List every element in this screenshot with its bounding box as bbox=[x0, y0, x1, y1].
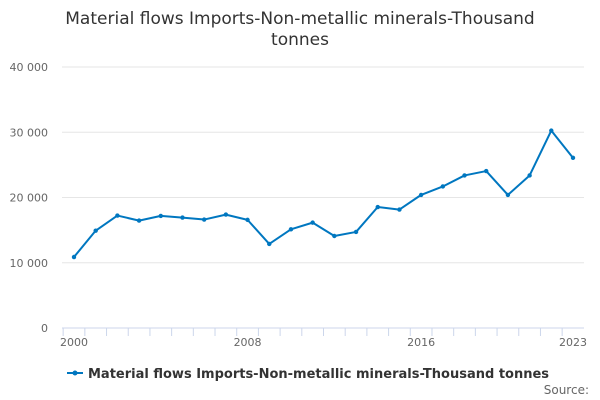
data-point-2006[interactable] bbox=[201, 217, 207, 222]
data-point-2018[interactable] bbox=[462, 173, 467, 178]
data-point-2012[interactable] bbox=[332, 233, 337, 239]
data-point-2016[interactable] bbox=[418, 192, 424, 198]
data-point-2005[interactable] bbox=[180, 215, 185, 220]
y-tick-label: 30 000 bbox=[10, 126, 49, 139]
x-tick-label: 2016 bbox=[407, 336, 435, 349]
data-point-2000[interactable] bbox=[71, 254, 77, 260]
data-point-2022[interactable] bbox=[549, 128, 554, 133]
data-point-2019[interactable] bbox=[484, 168, 489, 174]
data-point-2008[interactable] bbox=[245, 217, 250, 223]
data-point-2002[interactable] bbox=[115, 213, 120, 218]
data-point-2011[interactable] bbox=[310, 220, 315, 225]
y-tick-label: 10 000 bbox=[10, 257, 49, 270]
data-point-2009[interactable] bbox=[267, 241, 272, 247]
chart-title-line-1: Material flows Imports-Non-metallic mine… bbox=[65, 9, 534, 29]
data-point-2007[interactable] bbox=[223, 212, 229, 217]
legend[interactable]: Material flows Imports-Non-metallic mine… bbox=[67, 367, 549, 382]
data-point-2003[interactable] bbox=[136, 218, 142, 223]
x-tick-label: 2023 bbox=[559, 336, 587, 349]
y-tick-label: 20 000 bbox=[10, 192, 49, 205]
source-credit: Source: bbox=[544, 383, 589, 397]
x-tick-label: 2008 bbox=[234, 336, 262, 349]
data-point-2014[interactable] bbox=[375, 204, 380, 210]
series-line bbox=[73, 129, 574, 258]
legend-label: Material flows Imports-Non-metallic mine… bbox=[88, 367, 549, 382]
y-tick-label: 0 bbox=[41, 322, 48, 335]
chart-title-line-2: tonnes bbox=[271, 30, 329, 50]
data-point-2004[interactable] bbox=[158, 213, 163, 219]
y-tick-label: 40 000 bbox=[10, 61, 49, 74]
x-tick-label: 2000 bbox=[60, 336, 88, 349]
data-point-2010[interactable] bbox=[288, 227, 294, 232]
data-point-2015[interactable] bbox=[397, 207, 402, 212]
data-point-2023[interactable] bbox=[570, 155, 576, 161]
data-point-2020[interactable] bbox=[505, 192, 511, 198]
data-point-2017[interactable] bbox=[440, 184, 446, 189]
data-point-2013[interactable] bbox=[353, 229, 359, 235]
legend-dot-marker bbox=[72, 370, 78, 376]
data-point-2021[interactable] bbox=[527, 173, 532, 178]
data-point-2001[interactable] bbox=[93, 228, 98, 233]
